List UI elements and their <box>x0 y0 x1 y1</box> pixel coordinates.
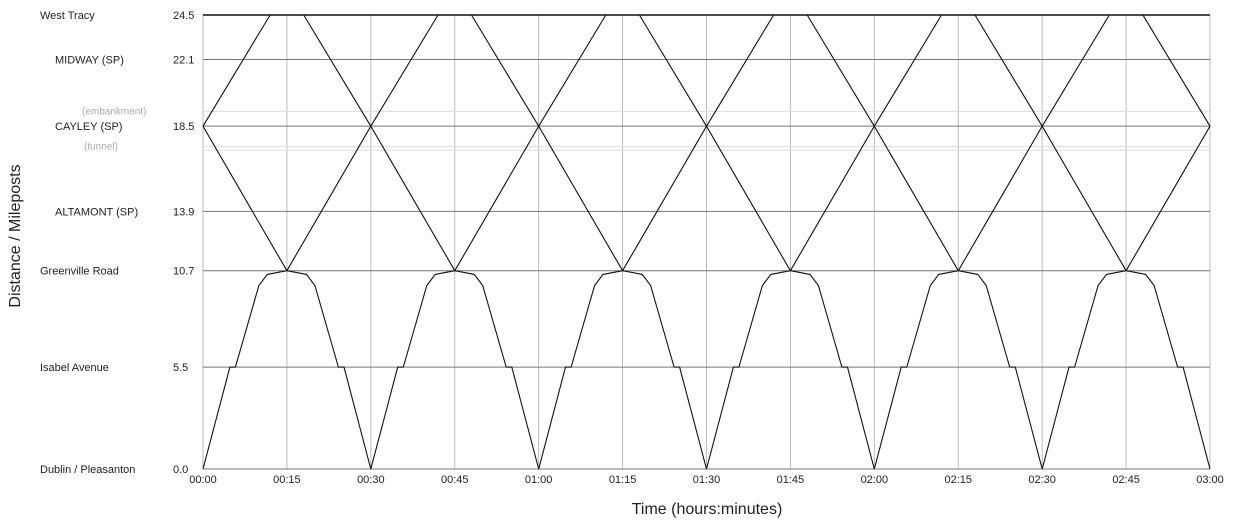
x-tick-label: 01:45 <box>777 474 805 486</box>
x-tick-label: 03:00 <box>1196 474 1224 486</box>
vertical-gridlines <box>202 15 1211 469</box>
train-path-2 <box>370 270 455 470</box>
station-milepost: 18.5 <box>173 121 194 133</box>
x-tick-label: 00:30 <box>357 474 385 486</box>
station-milepost: 24.5 <box>173 10 194 22</box>
train-path-4 <box>538 270 623 470</box>
station-milepost: 13.9 <box>173 206 194 218</box>
train-path-13 <box>286 125 372 271</box>
train-path-24 <box>202 14 271 127</box>
train-path-27 <box>471 14 540 127</box>
train-path-25 <box>303 14 372 127</box>
x-tick-label: 02:15 <box>944 474 972 486</box>
train-path-31 <box>806 14 875 127</box>
x-tick-label: 00:15 <box>273 474 301 486</box>
station-name: Dublin / Pleasanton <box>40 464 135 476</box>
x-tick-labels: 00:00 00:15 00:30 00:45 01:00 01:15 01:30 01:45… <box>189 474 1224 486</box>
train-path-14 <box>370 125 456 271</box>
x-tick-label: 01:00 <box>525 474 553 486</box>
train-path-7 <box>790 270 875 470</box>
train-path-12 <box>202 125 288 271</box>
train-path-30 <box>706 14 775 127</box>
train-path-8 <box>873 270 959 470</box>
train-path-18 <box>706 125 791 271</box>
station-milepost: 5.5 <box>173 362 188 374</box>
x-tick-label: 00:45 <box>441 474 469 486</box>
y-axis-title: Distance / Mileposts <box>7 164 24 307</box>
x-axis-title: Time (hours:minutes) <box>632 501 783 518</box>
station-name: Isabel Avenue <box>40 362 109 374</box>
train-path-19 <box>789 125 875 271</box>
station-milepost: 22.1 <box>173 54 194 66</box>
train-path-11 <box>1125 270 1211 470</box>
station-name: West Tracy <box>40 10 95 22</box>
train-path-29 <box>638 14 707 127</box>
x-tick-label: 02:45 <box>1112 474 1140 486</box>
train-path-20 <box>873 125 959 271</box>
train-path-17 <box>622 125 707 271</box>
station-name: CAYLEY (SP) <box>55 121 122 133</box>
train-path-28 <box>538 14 607 127</box>
train-path-21 <box>957 125 1043 271</box>
train-path-5 <box>622 270 708 470</box>
train-path-33 <box>974 14 1043 127</box>
annotation-label: (embankment) <box>82 106 146 117</box>
station-name: MIDWAY (SP) <box>55 54 124 66</box>
train-path-23 <box>1125 125 1211 271</box>
x-tick-label: 02:00 <box>861 474 889 486</box>
train-path-32 <box>873 14 942 127</box>
train-path-0 <box>202 270 288 470</box>
annotation-label: (tunnel) <box>84 142 118 153</box>
x-tick-label: 01:30 <box>693 474 721 486</box>
x-tick-label: 00:00 <box>189 474 217 486</box>
train-path-22 <box>1041 125 1127 271</box>
train-path-16 <box>538 125 624 271</box>
x-tick-label: 02:30 <box>1028 474 1056 486</box>
train-path-15 <box>454 125 540 271</box>
train-path-26 <box>370 14 439 127</box>
station-milepost: 0.0 <box>173 464 188 476</box>
train-path-3 <box>454 270 540 470</box>
train-path-9 <box>958 270 1043 470</box>
train-path-34 <box>1041 14 1110 127</box>
x-tick-label: 01:15 <box>609 474 637 486</box>
train-paths <box>202 14 1211 470</box>
station-name: Greenville Road <box>40 266 119 278</box>
train-path-10 <box>1041 270 1127 470</box>
train-path-1 <box>286 270 372 470</box>
train-path-35 <box>1142 14 1211 127</box>
station-name: ALTAMONT (SP) <box>55 206 138 218</box>
train-path-6 <box>705 270 791 470</box>
station-milepost: 10.7 <box>173 266 194 278</box>
station-labels: West Tracy 24.5 MIDWAY (SP) 22.1 CAYLEY (SP)… <box>40 10 194 476</box>
